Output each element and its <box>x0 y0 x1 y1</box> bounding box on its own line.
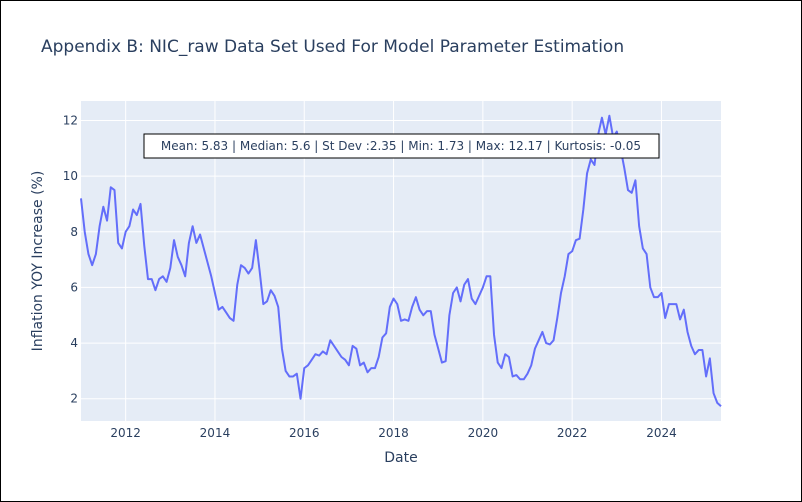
y-tick-label: 10 <box>63 169 78 183</box>
y-axis-ticks: 2 4 6 8 10 12 <box>63 113 78 405</box>
y-tick-label: 4 <box>70 336 78 350</box>
x-axis-ticks: 2012 2014 2016 2018 2020 2022 2024 <box>110 426 676 440</box>
x-axis-title: Date <box>384 450 417 466</box>
y-tick-label: 12 <box>63 113 78 127</box>
stats-annotation: Mean: 5.83 | Median: 5.6 | St Dev :2.35 … <box>143 133 660 159</box>
stats-annotation-text: Mean: 5.83 | Median: 5.6 | St Dev :2.35 … <box>161 139 641 153</box>
y-axis-title: Inflation YOY Increase (%) <box>30 171 46 352</box>
y-tick-label: 8 <box>70 225 78 239</box>
y-tick-label: 2 <box>70 392 78 406</box>
x-tick-label: 2016 <box>289 426 320 440</box>
x-tick-label: 2012 <box>110 426 141 440</box>
x-tick-label: 2020 <box>468 426 499 440</box>
x-tick-label: 2014 <box>200 426 231 440</box>
x-tick-label: 2024 <box>646 426 677 440</box>
stats-annotation-box <box>143 133 660 159</box>
y-tick-label: 6 <box>70 280 78 294</box>
x-tick-label: 2018 <box>378 426 409 440</box>
chart-title: Appendix B: NIC_raw Data Set Used For Mo… <box>41 37 624 57</box>
x-tick-label: 2022 <box>557 426 588 440</box>
